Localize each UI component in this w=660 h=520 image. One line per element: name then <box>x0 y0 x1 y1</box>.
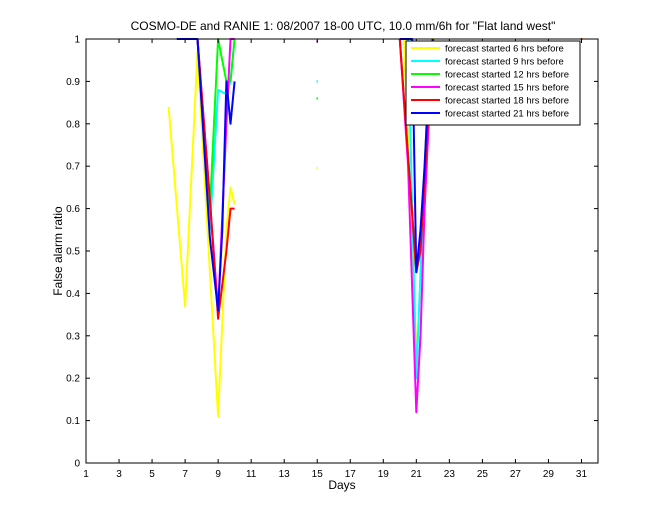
x-tick-label: 17 <box>345 469 357 480</box>
legend: forecast started 6 hrs before forecast st… <box>405 40 581 126</box>
x-tick-label: 7 <box>182 469 188 480</box>
x-axis-title: Days <box>328 478 355 492</box>
y-tick-label: 0.7 <box>66 162 80 173</box>
legend-label: forecast started 18 hrs before <box>445 96 569 107</box>
x-tick-label: 31 <box>576 469 588 480</box>
y-tick-label: 1 <box>74 35 80 46</box>
legend-label: forecast started 6 hrs before <box>445 44 564 55</box>
y-axis-title: False alarm ratio <box>51 206 65 296</box>
x-tick-label: 3 <box>116 469 122 480</box>
x-axis: 1 3 5 7 9 11 13 15 17 19 21 23 25 27 29 31 <box>83 39 587 480</box>
y-tick-label: 0 <box>74 459 80 470</box>
chart-title: COSMO-DE and RANIE 1: 08/2007 18-00 UTC,… <box>131 19 556 33</box>
x-tick-label: 25 <box>477 469 489 480</box>
y-tick-label: 0.5 <box>66 247 80 258</box>
x-tick-label: 27 <box>510 469 522 480</box>
y-tick-label: 0.3 <box>66 331 80 342</box>
legend-label: forecast started 12 hrs before <box>445 70 569 81</box>
x-tick-label: 29 <box>543 469 555 480</box>
y-tick-label: 0.9 <box>66 77 80 88</box>
legend-label: forecast started 9 hrs before <box>445 57 564 68</box>
x-tick-label: 15 <box>312 469 324 480</box>
y-axis: 0 0.1 0.2 0.3 0.4 0.5 0.6 0.7 0.8 0.9 1 <box>66 35 598 470</box>
x-tick-label: 23 <box>444 469 456 480</box>
series-3 <box>196 38 434 274</box>
x-tick-label: 5 <box>149 469 155 480</box>
legend-box <box>405 40 581 126</box>
legend-label: forecast started 15 hrs before <box>445 83 569 94</box>
y-tick-label: 0.6 <box>66 204 80 215</box>
x-tick-label: 11 <box>246 469 257 480</box>
y-tick-label: 0.1 <box>66 416 80 427</box>
x-tick-label: 19 <box>378 469 390 480</box>
y-tick-label: 0.4 <box>66 289 80 300</box>
series-line <box>398 38 434 274</box>
series-line <box>176 38 236 312</box>
x-tick-label: 1 <box>83 469 89 480</box>
y-tick-label: 0.8 <box>66 119 80 130</box>
x-tick-label: 13 <box>279 469 291 480</box>
x-tick-label: 9 <box>215 469 221 480</box>
series-line <box>196 38 235 320</box>
y-tick-label: 0.2 <box>66 374 80 385</box>
x-tick-label: 21 <box>411 469 423 480</box>
series-line <box>167 50 236 418</box>
legend-label: forecast started 21 hrs before <box>445 109 569 120</box>
